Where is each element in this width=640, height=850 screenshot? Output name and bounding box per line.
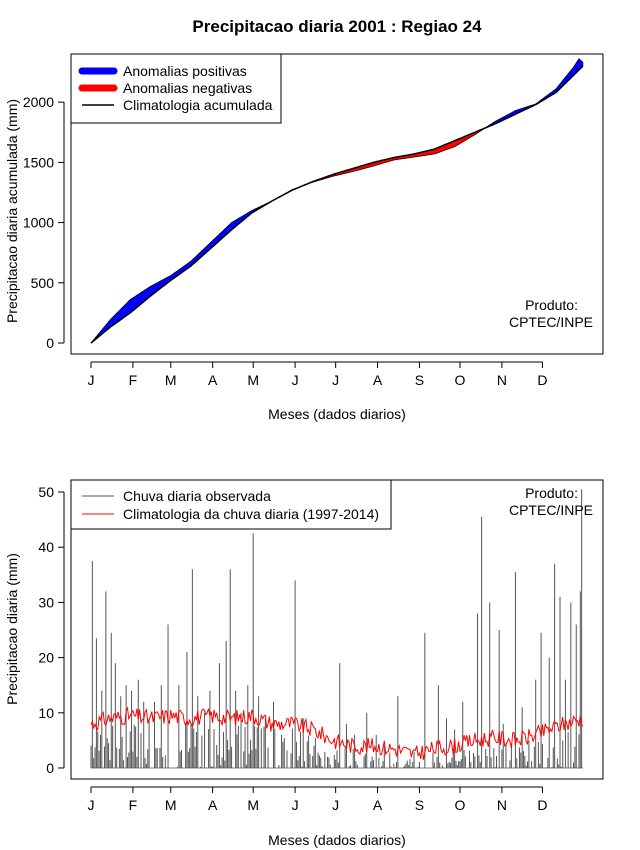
x-tick-label: J bbox=[292, 372, 299, 388]
y-tick-label: 1500 bbox=[23, 154, 54, 170]
x-tick-label: F bbox=[129, 372, 138, 388]
x-tick-label: F bbox=[129, 797, 138, 813]
x-tick-label: J bbox=[292, 797, 299, 813]
x-tick-label: S bbox=[415, 797, 424, 813]
x-tick-label: N bbox=[497, 372, 507, 388]
climatology-rain-line bbox=[90, 706, 584, 760]
daily-panel: 0 10 20 30 40 50 J F M A M J J A S O N D Meses (dados di… bbox=[4, 479, 604, 848]
x-tick-label: M bbox=[165, 797, 177, 813]
y-tick-label: 50 bbox=[38, 484, 54, 500]
legend-box-2 bbox=[70, 479, 392, 530]
producer-name-1: CPTEC/INPE bbox=[509, 314, 593, 330]
x-tick-label: D bbox=[537, 372, 547, 388]
producer-name-2: CPTEC/INPE bbox=[509, 502, 593, 518]
x-tick-label: M bbox=[165, 372, 177, 388]
legend-1: Anomalias positivas Anomalias negativas … bbox=[70, 53, 282, 124]
x-tick-label: O bbox=[455, 372, 466, 388]
producer-label-1: Produto: bbox=[525, 297, 578, 313]
x-tick-label: A bbox=[208, 797, 218, 813]
y-tick-label: 500 bbox=[31, 275, 55, 291]
producer-label-2: Produto: bbox=[525, 485, 578, 501]
y-tick-label: 20 bbox=[38, 650, 54, 666]
legend-label-positive: Anomalias positivas bbox=[123, 63, 247, 79]
y-axis-label-2: Precipitacao diaria (mm) bbox=[4, 553, 20, 705]
x-tick-label: S bbox=[415, 372, 424, 388]
anomaly-areas bbox=[90, 57, 584, 344]
legend-label-clim-rain: Climatologia da chuva diaria (1997-2014) bbox=[123, 506, 379, 522]
chart-title: Precipitacao diaria 2001 : Regiao 24 bbox=[192, 17, 482, 36]
observed-cumulative-line bbox=[90, 58, 584, 344]
daily-bars bbox=[90, 489, 583, 769]
x-tick-label: J bbox=[88, 372, 95, 388]
legend-label-observed: Chuva diaria observada bbox=[123, 488, 271, 504]
y-tick-label: 0 bbox=[46, 335, 54, 351]
x-tick-label: O bbox=[455, 797, 466, 813]
x-tick-label: J bbox=[332, 797, 339, 813]
y-tick-label: 40 bbox=[38, 539, 54, 555]
x-tick-label: J bbox=[88, 797, 95, 813]
legend-2: Chuva diaria observada Climatologia da c… bbox=[70, 479, 392, 530]
x-axis-label-2: Meses (dados diarios) bbox=[268, 832, 406, 848]
x-tick-label: J bbox=[332, 372, 339, 388]
y-tick-label: 2000 bbox=[23, 94, 54, 110]
y-axis-label-1: Precipitacao diaria acumulada (mm) bbox=[4, 99, 20, 323]
legend-label-negative: Anomalias negativas bbox=[123, 80, 252, 96]
x-tick-label: A bbox=[373, 797, 383, 813]
y-tick-label: 0 bbox=[46, 760, 54, 776]
x-tick-label: A bbox=[373, 372, 383, 388]
plot-frame-1 bbox=[70, 53, 604, 355]
x-tick-label: N bbox=[497, 797, 507, 813]
y-axis-1: 0 500 1000 1500 2000 bbox=[23, 94, 65, 351]
x-axis-label-1: Meses (dados diarios) bbox=[268, 406, 406, 422]
y-tick-label: 10 bbox=[38, 705, 54, 721]
y-axis-2: 0 10 20 30 40 50 bbox=[38, 484, 65, 776]
climatology-line bbox=[90, 65, 584, 344]
legend-label-climatology: Climatologia acumulada bbox=[123, 97, 273, 113]
y-tick-label: 30 bbox=[38, 594, 54, 610]
y-tick-label: 1000 bbox=[23, 215, 54, 231]
cumulative-panel: 0 500 1000 1500 2000 J F M A M J J A S O N D Meses (dad… bbox=[4, 53, 604, 422]
x-tick-label: D bbox=[537, 797, 547, 813]
x-tick-label: A bbox=[208, 372, 218, 388]
x-tick-label: M bbox=[247, 372, 259, 388]
x-tick-label: M bbox=[247, 797, 259, 813]
